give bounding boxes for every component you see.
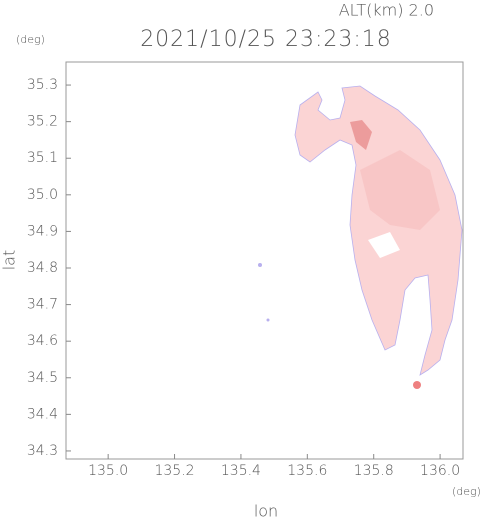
y-tick-label: 34.7 (27, 297, 58, 313)
y-unit: (deg) (16, 33, 45, 46)
x-tick-label: 135.6 (287, 463, 327, 479)
x-tick-label: 136.0 (420, 463, 460, 479)
x-axis-label: lon (254, 502, 278, 521)
x-tick-label: 135.8 (354, 463, 394, 479)
y-axis-label: lat (0, 250, 19, 271)
x-tick-label: 135.4 (221, 463, 261, 479)
y-tick-label: 34.5 (27, 370, 58, 386)
y-tick-label: 34.4 (27, 406, 58, 422)
plot-frame (65, 61, 464, 460)
y-tick-label: 35.0 (27, 187, 58, 203)
x-unit: (deg) (452, 485, 481, 498)
y-tick-label: 35.2 (27, 114, 58, 130)
y-tick-label: 34.8 (27, 260, 58, 276)
x-tick-label: 135.0 (88, 463, 128, 479)
y-tick-label: 34.6 (27, 333, 58, 349)
echo-area (258, 85, 463, 389)
x-tick-label: 135.2 (154, 463, 194, 479)
chart-title: 2021/10/25 23:23:18 (140, 27, 392, 52)
altitude-label: ALT(km) 2.0 (339, 1, 434, 20)
y-tick-label: 35.1 (27, 150, 58, 166)
y-tick-label: 34.9 (27, 223, 58, 239)
y-tick-label: 35.3 (27, 77, 58, 93)
y-tick-label: 34.3 (27, 443, 58, 459)
